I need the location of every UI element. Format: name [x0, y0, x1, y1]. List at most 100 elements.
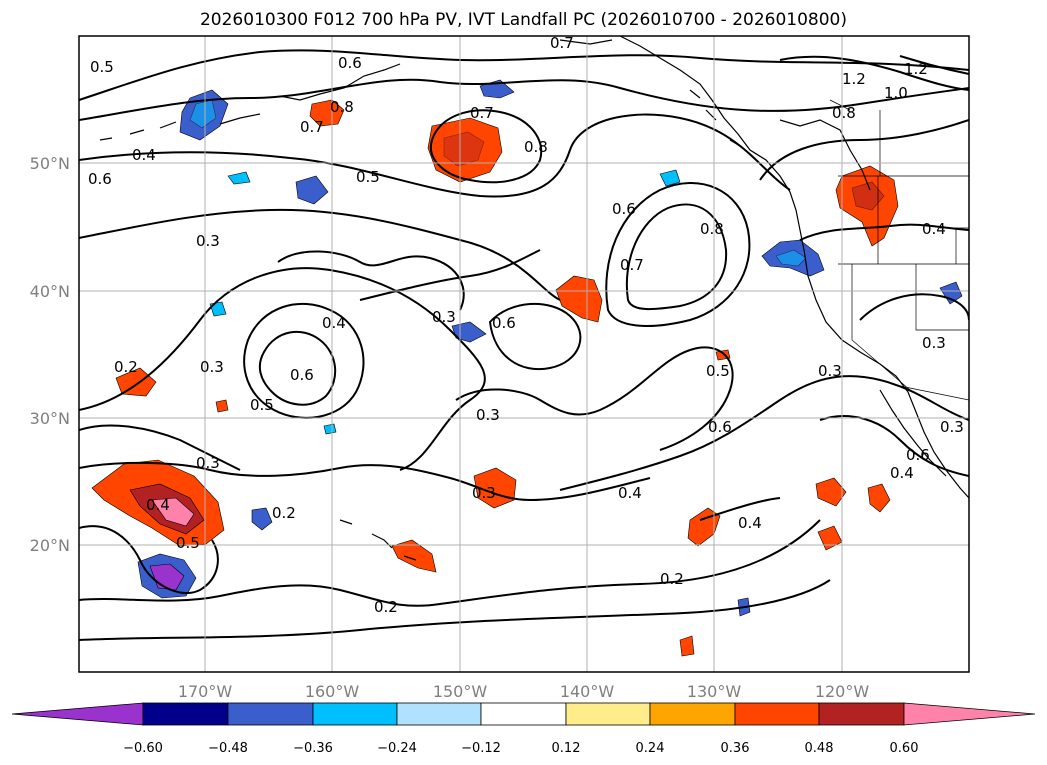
lat-label: 50°N	[30, 154, 70, 173]
contour-line	[819, 415, 969, 477]
colorbar-segment	[480, 702, 567, 726]
colorbar-segment	[227, 702, 314, 726]
contour-line	[258, 331, 337, 406]
contour-label: 0.4	[618, 484, 642, 502]
contour-line	[359, 249, 541, 301]
fill-blob-hawaii-orange	[391, 539, 437, 573]
coastline-aleutians	[219, 63, 401, 125]
colorbar-tick-label: 0.48	[805, 741, 834, 756]
colorbar-segment	[312, 702, 398, 726]
lon-label: 130°W	[687, 682, 742, 701]
contour-line	[779, 55, 969, 91]
colorbar-segment	[142, 702, 229, 726]
contour-line	[625, 203, 728, 311]
contour-label: 0.3	[196, 454, 220, 472]
colorbar-tick-label: −0.48	[208, 741, 248, 756]
colorbar-extend-high	[903, 702, 1036, 726]
contour-line	[605, 182, 751, 327]
border-us-mexico	[899, 385, 969, 401]
colorbar	[11, 702, 1036, 726]
contour-label: 0.3	[476, 406, 500, 424]
contour-label: 0.3	[818, 362, 842, 380]
fill-blob-small-blues	[209, 79, 963, 617]
contour-label: 1.2	[842, 70, 866, 88]
contour-label: 0.7	[620, 256, 644, 274]
contour-line	[559, 375, 969, 491]
contour-line	[699, 497, 781, 521]
contour-label: 0.4	[146, 496, 170, 514]
fill-blob-central-orange	[555, 275, 603, 323]
colorbar-extend-low	[11, 702, 144, 726]
colorbar-ticks: −0.60 −0.48 −0.36 −0.24 −0.12 0.12 0.24 …	[123, 741, 918, 756]
contour-line	[859, 293, 969, 321]
contour-label: 0.2	[114, 358, 138, 376]
colorbar-tick-label: −0.60	[123, 741, 163, 756]
contour-line	[79, 424, 241, 471]
contour-label: 0.3	[940, 418, 964, 436]
contour-label: 0.6	[906, 446, 930, 464]
colorbar-segment	[734, 702, 820, 726]
political-borders	[829, 99, 969, 401]
coastline-westcoast	[803, 249, 969, 499]
contour-line	[79, 267, 486, 471]
map-frame	[78, 35, 970, 673]
border-states-4	[851, 264, 911, 391]
colorbar-tick-label: −0.12	[461, 741, 501, 756]
contour-label: 0.6	[612, 200, 636, 218]
contour-label: 0.4	[738, 514, 762, 532]
pv-contours	[79, 49, 969, 641]
contour-label: 0.5	[90, 58, 114, 76]
fill-blob-norcal-blue	[761, 239, 825, 277]
contour-line	[79, 519, 821, 607]
colorbar-tick-label: 0.24	[636, 741, 665, 756]
contour-label: 0.6	[492, 314, 516, 332]
lon-label: 140°W	[560, 682, 615, 701]
contour-label: 0.3	[922, 334, 946, 352]
colorbar-segment	[396, 702, 482, 726]
lon-label: 150°W	[433, 682, 488, 701]
contour-line	[455, 346, 734, 451]
contour-label: 0.7	[470, 104, 494, 122]
latitude-labels: 50°N 40°N 30°N 20°N	[30, 154, 70, 555]
colorbar-segment	[565, 702, 651, 726]
contour-line	[79, 49, 969, 101]
colorbar-segment	[818, 702, 905, 726]
fill-blob-mid-orange	[473, 467, 517, 509]
colorbar-tick-label: −0.36	[293, 741, 333, 756]
contour-label: 0.4	[922, 220, 946, 238]
coastline-canada	[779, 119, 871, 191]
map-title: 2026010300 F012 700 hPa PV, IVT Landfall…	[199, 10, 847, 30]
contour-label: 0.7	[550, 34, 574, 52]
contour-line	[243, 302, 365, 419]
contour-label: 0.6	[708, 418, 732, 436]
contour-label: 0.8	[524, 138, 548, 156]
colorbar-tick-label: 0.12	[552, 741, 581, 756]
fill-blob-west-left	[115, 367, 157, 397]
coastline-aleutians-west	[99, 121, 177, 141]
map-panel	[79, 36, 969, 672]
longitude-labels: 170°W 160°W 150°W 140°W 130°W 120°W	[178, 682, 870, 701]
lon-label: 120°W	[815, 682, 870, 701]
lon-label: 170°W	[178, 682, 233, 701]
fill-blob-gulf-ak	[427, 117, 503, 183]
contour-label: 0.6	[88, 170, 112, 188]
border-canada-provinces	[829, 99, 881, 176]
colorbar-tick-label: −0.24	[377, 741, 417, 756]
contour-label: 0.5	[250, 396, 274, 414]
contour-label: 0.2	[272, 504, 296, 522]
contour-labels: 0.5 0.6 0.8 0.7 0.7 0.8 0.7 1.2 1.2 1.0 …	[88, 34, 964, 616]
contour-label: 0.3	[432, 308, 456, 326]
contour-label: 0.4	[322, 314, 346, 332]
contour-label: 0.3	[200, 358, 224, 376]
contour-label: 0.6	[290, 366, 314, 384]
colorbar-tick-label: 0.36	[721, 741, 750, 756]
contour-label: 0.2	[374, 598, 398, 616]
contour-line	[79, 461, 651, 502]
contour-line	[79, 525, 219, 595]
coastlines	[99, 36, 969, 561]
coastline-alaska	[619, 36, 805, 251]
contour-label: 0.5	[706, 362, 730, 380]
colorbar-tick-label: 0.60	[890, 741, 919, 756]
contour-label: 0.7	[300, 118, 324, 136]
contour-label: 0.3	[472, 484, 496, 502]
